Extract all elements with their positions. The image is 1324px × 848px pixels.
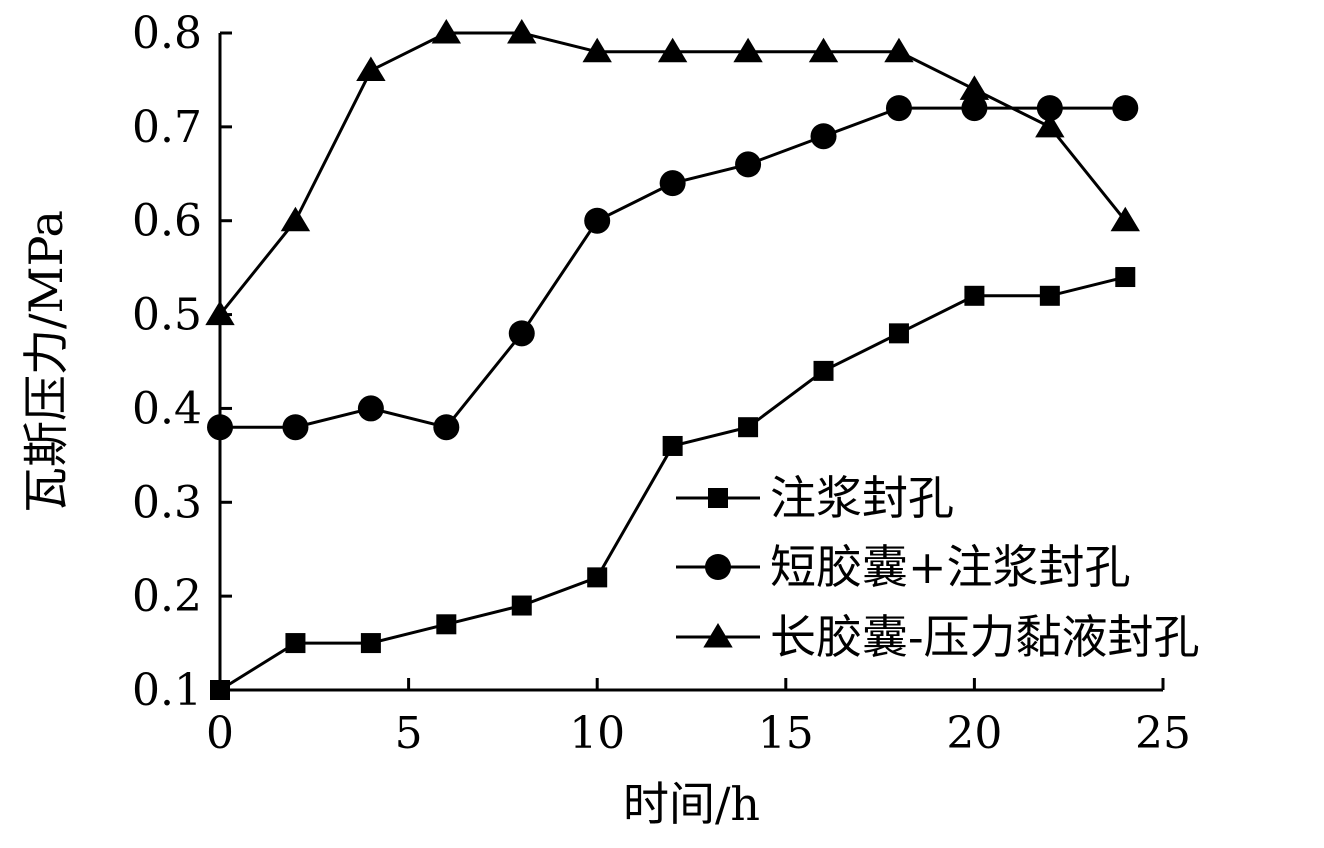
data-point-triangle	[733, 37, 763, 63]
data-point-square	[1115, 267, 1136, 288]
legend-label: 长胶囊-压力黏液封孔	[770, 610, 1200, 664]
data-point-square	[738, 417, 759, 438]
series-triangle	[205, 19, 1140, 326]
legend-label: 短胶囊+注浆封孔	[770, 540, 1131, 594]
y-tick-label: 0.3	[132, 477, 202, 528]
x-tick-label: 10	[569, 708, 625, 759]
data-point-triangle	[507, 19, 537, 44]
legend-item: 长胶囊-压力黏液封孔	[676, 610, 1200, 664]
x-tick-label: 15	[758, 708, 814, 759]
y-tick-label: 0.8	[132, 8, 202, 59]
legend-marker-circle	[705, 554, 731, 580]
data-point-triangle	[205, 300, 235, 326]
y-tick-label: 0.4	[132, 383, 202, 434]
data-point-triangle	[356, 56, 386, 82]
y-ticks: 0.1 0.2 0.3 0.4 0.5 0.6 0.7 0.8	[132, 8, 232, 716]
axes	[218, 33, 1163, 692]
data-point-circle	[885, 95, 912, 122]
y-tick-label: 0.1	[132, 665, 202, 716]
data-point-circle	[584, 207, 611, 234]
data-point-circle	[1036, 95, 1063, 122]
data-point-triangle	[1110, 206, 1140, 232]
data-point-square	[964, 285, 985, 306]
data-point-circle	[735, 151, 762, 178]
data-point-square	[813, 360, 834, 381]
data-point-triangle	[582, 37, 612, 63]
data-point-square	[285, 633, 306, 654]
data-point-square	[888, 323, 909, 344]
data-point-square	[360, 633, 381, 654]
y-tick-label: 0.2	[132, 571, 202, 622]
legend-marker-square	[708, 488, 728, 508]
data-point-square	[587, 567, 608, 588]
y-tick-label: 0.7	[132, 102, 202, 153]
legend-label: 注浆封孔	[770, 471, 954, 525]
series-square	[210, 267, 1136, 700]
data-point-circle	[961, 95, 988, 122]
legend-marker-triangle	[703, 623, 733, 648]
data-point-square	[511, 595, 532, 616]
data-point-circle	[508, 320, 535, 347]
data-point-circle	[659, 170, 686, 197]
x-tick-label: 25	[1135, 708, 1191, 759]
x-axis-title: 时间/h	[623, 777, 760, 831]
data-point-square	[210, 680, 230, 700]
data-point-triangle	[1035, 112, 1065, 138]
x-ticks: 0 5 10 15 20 25	[206, 678, 1191, 759]
x-tick-label: 20	[946, 708, 1002, 759]
data-point-triangle	[808, 37, 839, 63]
x-tick-label: 5	[395, 708, 423, 759]
data-point-triangle	[280, 206, 311, 232]
data-point-triangle	[959, 75, 990, 100]
series-line	[220, 106, 1126, 429]
legend-item: 注浆封孔	[676, 471, 954, 525]
x-tick-label: 0	[206, 708, 234, 759]
data-point-circle	[810, 123, 837, 150]
plot-series	[205, 19, 1140, 700]
data-point-triangle	[431, 19, 462, 44]
data-point-circle	[282, 414, 309, 441]
data-point-circle	[357, 395, 384, 422]
series-circle	[207, 95, 1139, 441]
data-point-circle	[433, 414, 460, 441]
data-point-triangle	[657, 37, 688, 63]
data-point-triangle	[884, 37, 914, 63]
y-tick-label: 0.5	[132, 290, 202, 341]
legend-item: 短胶囊+注浆封孔	[676, 540, 1131, 594]
y-tick-label: 0.6	[132, 196, 202, 247]
data-point-circle	[207, 414, 233, 441]
y-axis-title: 瓦斯压力/MPa	[19, 210, 73, 513]
data-point-square	[436, 614, 457, 635]
data-point-circle	[1112, 95, 1139, 122]
data-point-square	[662, 435, 683, 456]
data-point-square	[1039, 285, 1060, 306]
